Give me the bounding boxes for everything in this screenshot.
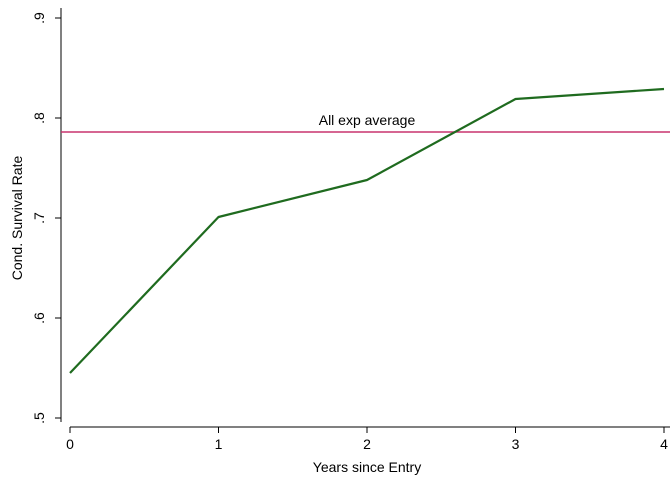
x-tick-label: 4 [660, 436, 668, 452]
y-tick-label: .5 [31, 412, 47, 424]
axes [60, 8, 670, 428]
y-tick-label: .9 [31, 12, 47, 24]
series-group [69, 87, 665, 374]
series-line [69, 87, 665, 374]
x-tick-label: 3 [512, 436, 520, 452]
y-tick-label: .7 [31, 212, 47, 224]
y-axis-title: Cond. Survival Rate [9, 156, 25, 281]
x-tick-label: 2 [363, 436, 371, 452]
y-tick-label: .6 [31, 312, 47, 324]
x-tick-label: 1 [215, 436, 223, 452]
reference-lines: All exp average [61, 112, 670, 133]
y-ticks: .5 .6 .7 .8 .9 [31, 12, 61, 424]
y-tick-label: .8 [31, 112, 47, 124]
x-tick-label: 0 [66, 436, 74, 452]
x-ticks: 0 1 2 3 4 [66, 427, 668, 452]
reference-line-label: All exp average [319, 112, 416, 128]
x-axis-title: Years since Entry [313, 459, 421, 475]
